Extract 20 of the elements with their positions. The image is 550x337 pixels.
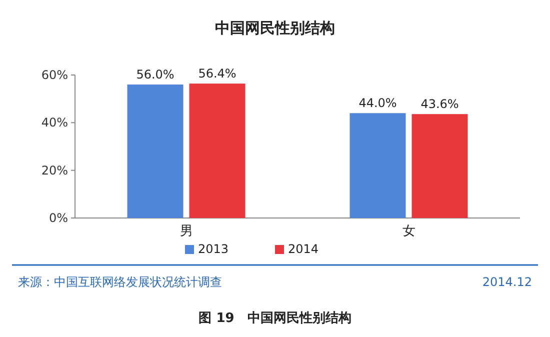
bar [189, 84, 246, 218]
x-tick-label: 女 [402, 224, 416, 239]
data-label: 43.6% [420, 97, 459, 112]
bar [127, 84, 184, 218]
y-tick-label: 60% [41, 68, 68, 82]
chart-title: 中国网民性别结构 [215, 19, 335, 37]
x-tick-label: 男 [180, 224, 193, 239]
y-tick-label: 20% [41, 163, 68, 178]
legend-label: 2013 [198, 242, 229, 256]
y-tick-label: 0% [48, 211, 68, 225]
text: 2014.12 [482, 275, 532, 289]
y-tick-label: 40% [41, 116, 68, 130]
data-label: 56.0% [136, 68, 174, 82]
caption: 图 19 中国网民性别结构 [198, 311, 352, 326]
data-label: 56.4% [198, 66, 236, 81]
bar [412, 114, 468, 218]
source-note: 来源：中国互联网络发展状况统计调查 [18, 275, 222, 289]
data-label: 44.0% [358, 96, 397, 110]
bar [350, 113, 406, 218]
legend-label: 2014 [288, 242, 319, 256]
